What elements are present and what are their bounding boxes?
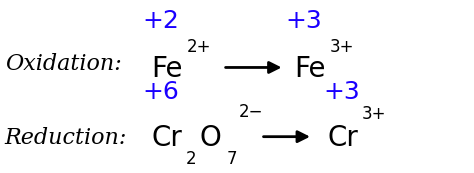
Text: 7: 7 [227,150,237,168]
Text: 2−: 2− [238,103,263,121]
Text: Cr: Cr [327,124,358,152]
Text: O: O [199,124,221,152]
Text: +3: +3 [285,9,322,33]
Text: 3+: 3+ [329,38,354,56]
Text: +3: +3 [323,80,360,104]
Text: Fe: Fe [294,55,325,83]
Text: 3+: 3+ [361,105,386,123]
Text: 2: 2 [186,150,196,168]
Text: +2: +2 [143,9,180,33]
Text: Reduction:: Reduction: [5,127,127,149]
Text: +6: +6 [143,80,180,104]
Text: Oxidation:: Oxidation: [5,53,121,75]
Text: Cr: Cr [152,124,182,152]
Text: Fe: Fe [152,55,183,83]
Text: 2+: 2+ [187,38,212,56]
